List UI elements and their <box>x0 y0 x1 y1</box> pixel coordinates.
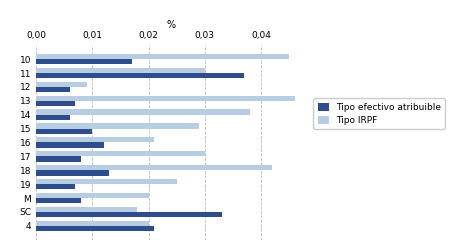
Bar <box>36 73 244 78</box>
Bar <box>36 54 289 59</box>
Bar <box>36 68 205 73</box>
Bar <box>36 207 137 212</box>
Bar <box>36 137 154 142</box>
Bar <box>36 123 199 128</box>
Bar <box>36 82 86 87</box>
Bar <box>36 96 295 101</box>
Bar <box>36 170 109 175</box>
Bar <box>36 198 81 203</box>
Bar <box>36 184 76 190</box>
Bar <box>36 226 154 231</box>
Bar <box>36 212 221 217</box>
X-axis label: %: % <box>166 20 176 30</box>
Bar <box>36 193 148 198</box>
Bar <box>36 151 205 156</box>
Bar <box>36 156 81 162</box>
Bar <box>36 128 92 134</box>
Bar <box>36 165 272 170</box>
Bar <box>36 179 176 184</box>
Legend: Tipo efectivo atribuible, Tipo IRPF: Tipo efectivo atribuible, Tipo IRPF <box>313 98 446 129</box>
Bar <box>36 101 76 106</box>
Bar <box>36 115 70 120</box>
Bar <box>36 142 104 148</box>
Bar <box>36 110 250 115</box>
Bar <box>36 59 131 64</box>
Bar <box>36 220 148 226</box>
Bar <box>36 87 70 92</box>
